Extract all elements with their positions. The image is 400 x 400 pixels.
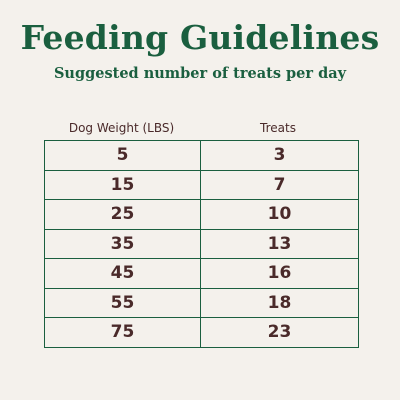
- table-row: 75 23: [44, 317, 359, 348]
- weight-cell: 75: [44, 317, 201, 348]
- table-row: 45 16: [44, 258, 359, 289]
- treats-cell: 7: [200, 169, 359, 200]
- table-row: 15 7: [44, 169, 359, 200]
- table-row: 55 18: [44, 287, 359, 318]
- table-row: 5 3: [44, 140, 359, 171]
- table-row: 25 10: [44, 199, 359, 230]
- treats-cell: 18: [200, 287, 359, 318]
- weight-cell: 15: [44, 169, 201, 200]
- page-subtitle: Suggested number of treats per day: [53, 65, 347, 82]
- column-header-dog-weight: Dog Weight (LBS): [68, 121, 175, 135]
- weight-cell: 5: [44, 140, 201, 171]
- page-title: Feeding Guidelines: [20, 18, 380, 57]
- treats-cell: 13: [200, 228, 359, 259]
- feeding-guidelines-table: 5 3 15 7 25 10 35 13 45 16 55 18 75 23: [44, 140, 359, 348]
- treats-cell: 10: [200, 199, 359, 230]
- weight-cell: 25: [44, 199, 201, 230]
- treats-cell: 23: [200, 317, 359, 348]
- table-row: 35 13: [44, 228, 359, 259]
- weight-cell: 45: [44, 258, 201, 289]
- treats-cell: 3: [200, 140, 359, 171]
- treats-cell: 16: [200, 258, 359, 289]
- weight-cell: 55: [44, 287, 201, 318]
- weight-cell: 35: [44, 228, 201, 259]
- column-header-treats: Treats: [260, 121, 296, 135]
